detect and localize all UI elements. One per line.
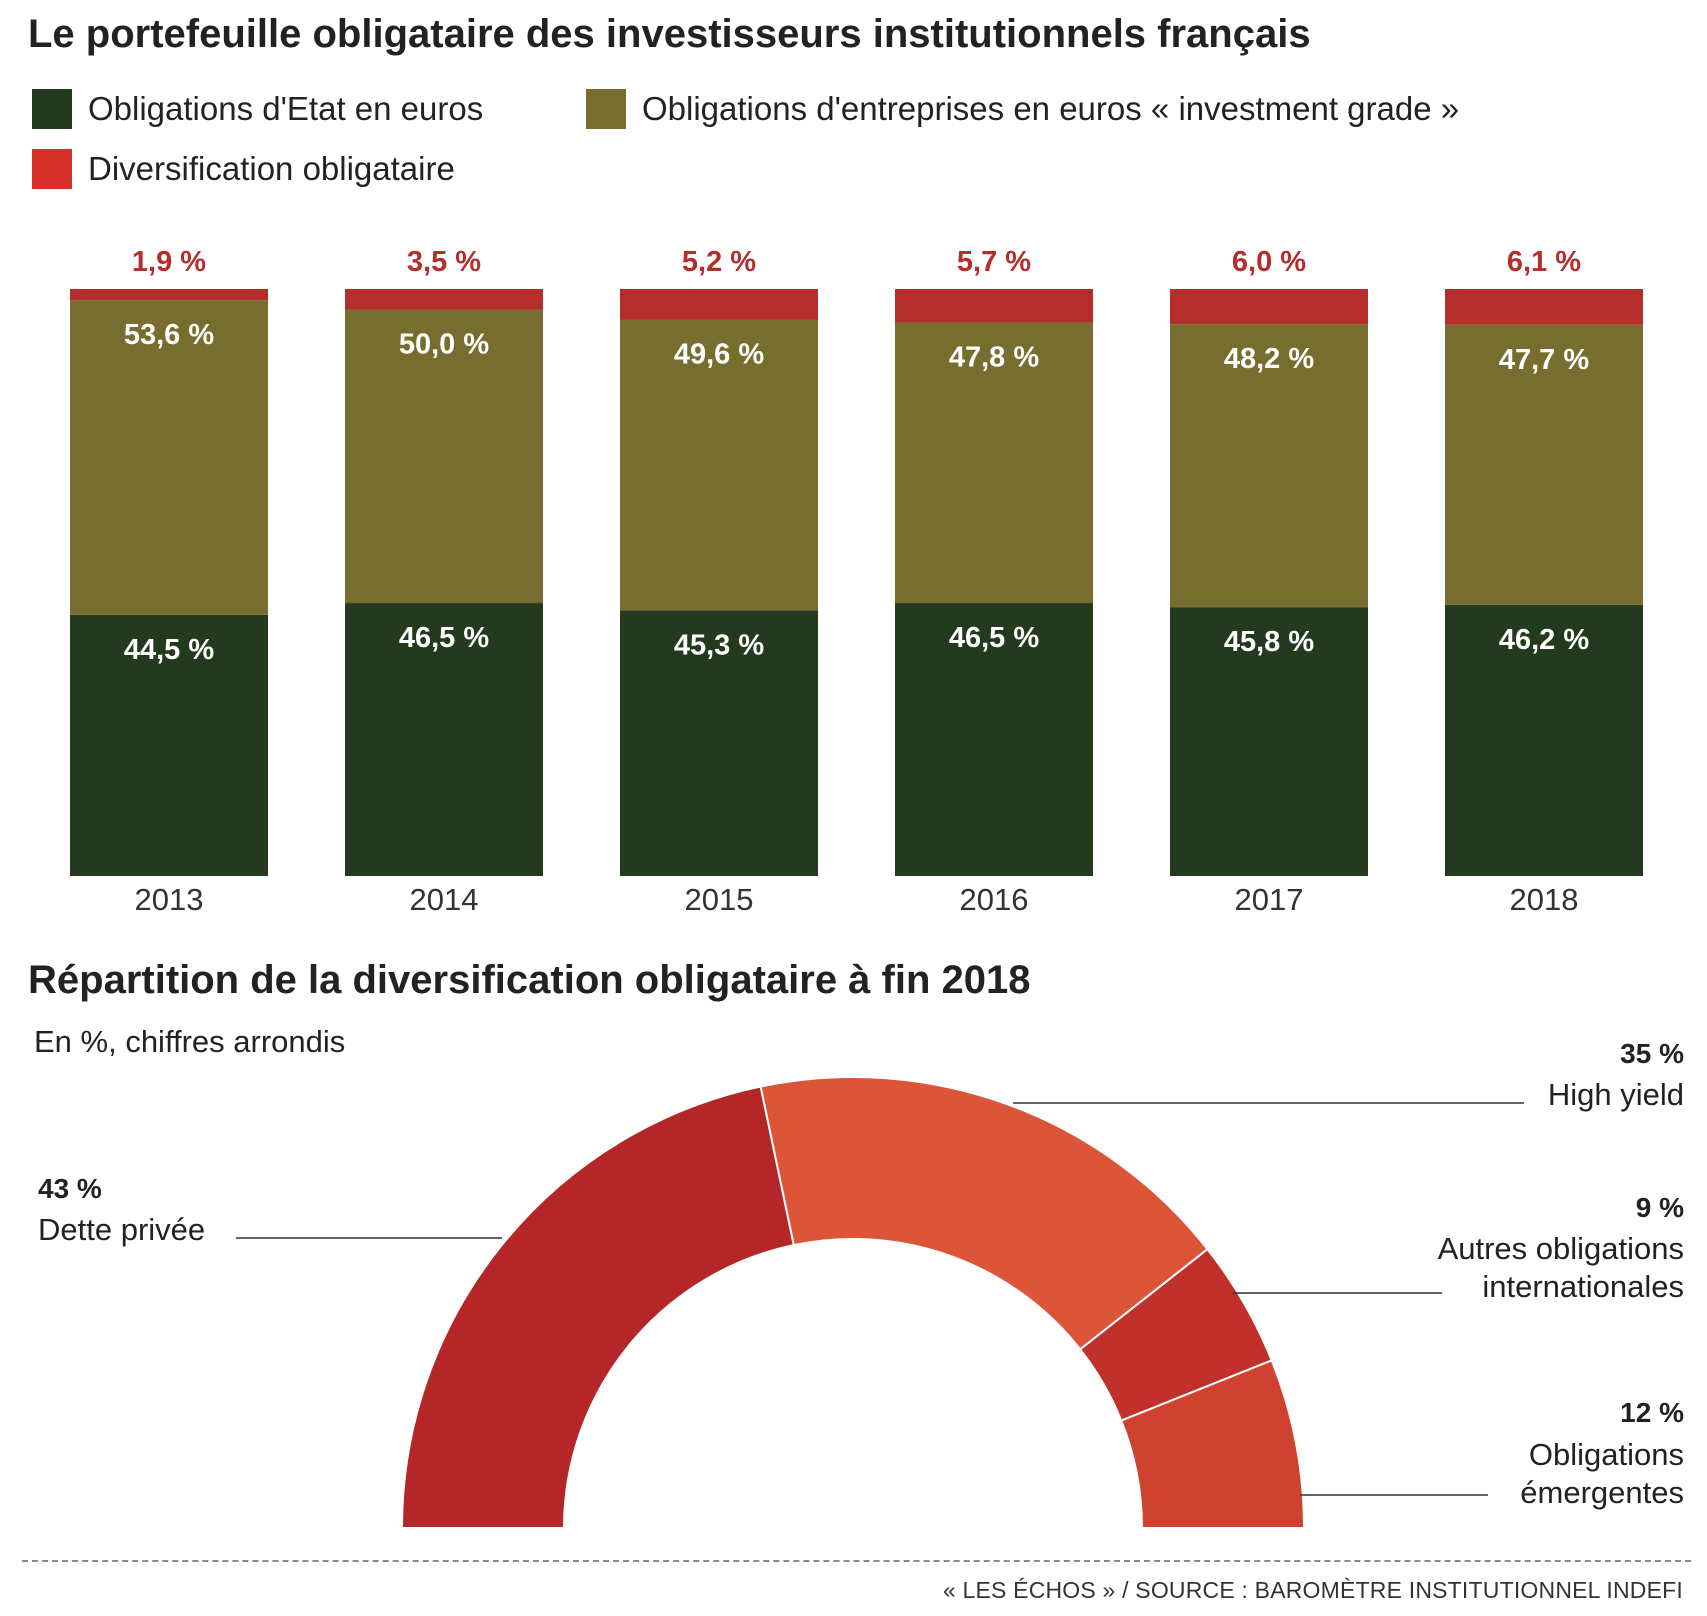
donut-slice [400,1085,795,1529]
slice-label-dette-privee: Dette privée [38,1212,206,1247]
source-footer: « LES ÉCHOS » / SOURCE : BAROMÈTRE INSTI… [942,1577,1683,1603]
bar-segment [70,300,268,615]
donut-title: Répartition de la diversification obliga… [28,958,1031,1002]
bar-segment [895,289,1093,323]
legend-swatch [32,89,72,129]
bar-value-label: 48,2 % [1224,343,1314,375]
bar-segment [620,319,818,611]
x-tick-label: 2015 [685,882,754,917]
bar-segment [70,614,268,876]
legend-item-entreprises: Obligations d'entreprises en euros « inv… [586,89,1459,129]
slice-value-dette-privee: 43 % [38,1173,102,1204]
donut-slice [759,1076,1209,1351]
x-tick-label: 2013 [135,882,204,917]
bar-value-label: 6,1 % [1507,246,1581,278]
bar-segment [1445,324,1643,605]
legend-swatch [586,89,626,129]
legend-swatch [32,149,72,189]
bar-segment [345,289,543,310]
legend-item-etat: Obligations d'Etat en euros [32,89,483,129]
bar-segment [345,603,543,876]
x-tick-label: 2017 [1235,882,1304,917]
bar-value-label: 3,5 % [407,246,481,278]
bar-segment [620,610,818,876]
bar-value-label: 44,5 % [124,634,214,666]
bar-segment [895,322,1093,604]
bar-segment [1445,604,1643,876]
x-tick-label: 2014 [410,882,479,917]
legend-label: Obligations d'entreprises en euros « inv… [642,90,1460,127]
slice-label-autres: Autres obligations internationales [1437,1231,1684,1304]
x-tick-label: 2016 [960,882,1029,917]
bar-segment [1170,324,1368,608]
bar-value-label: 46,2 % [1499,624,1589,656]
bar-value-label: 45,8 % [1224,626,1314,658]
bar-segment [345,309,543,604]
bar-segment [1170,289,1368,325]
bar-value-label: 49,6 % [674,338,764,370]
half-donut-chart [236,1076,1524,1529]
bar-value-label: 1,9 % [132,246,206,278]
legend-label: Diversification obligataire [88,150,455,187]
bar-segment [895,603,1093,876]
bar-segment [70,289,268,301]
donut-slice [1120,1359,1306,1529]
slice-value-emergentes: 12 % [1620,1397,1684,1428]
bar-value-label: 46,5 % [949,622,1039,654]
bar-value-label: 6,0 % [1232,246,1306,278]
bar-value-label: 45,3 % [674,629,764,661]
donut-subtitle: En %, chiffres arrondis [34,1024,346,1059]
bar-segment [1445,289,1643,325]
bar-value-label: 53,6 % [124,319,214,351]
bar-value-label: 50,0 % [399,329,489,361]
slice-value-autres: 9 % [1635,1192,1684,1223]
slice-label-high-yield: High yield [1547,1077,1684,1112]
legend-item-diversification: Diversification obligataire [32,149,455,189]
bar-value-label: 47,7 % [1499,344,1589,376]
bar-value-label: 5,7 % [957,246,1031,278]
x-tick-label: 2018 [1510,882,1579,917]
legend-label: Obligations d'Etat en euros [88,90,484,127]
chart-title: Le portefeuille obligataire des investis… [28,12,1311,56]
bar-segment [620,289,818,320]
slice-value-high-yield: 35 % [1620,1038,1684,1069]
footer-divider [22,1560,1691,1562]
stacked-bar-chart: 44,5 % 53,6 % 1,9 % 2013 46,5 % 50,0 % 3,5 % 20… [70,246,1643,917]
bar-segment [1170,607,1368,876]
bar-value-label: 5,2 % [682,246,756,278]
bar-value-label: 47,8 % [949,341,1039,373]
bar-value-label: 46,5 % [399,622,489,654]
slice-label-emergentes: Obligations émergentes [1520,1437,1684,1510]
